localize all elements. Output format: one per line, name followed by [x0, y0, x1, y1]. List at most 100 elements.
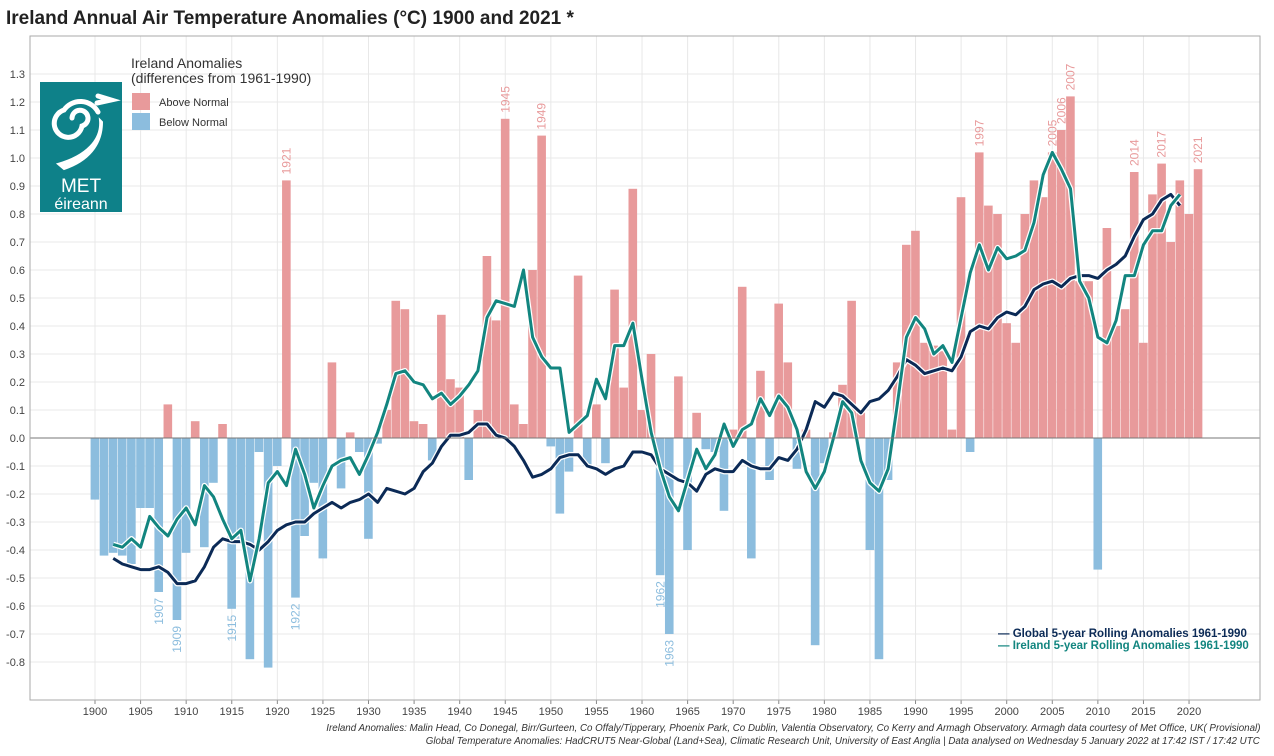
year-label-2007: 2007	[1064, 63, 1078, 90]
y-tick-label: -0.1	[6, 461, 25, 473]
footer-source-ireland: Ireland Anomalies: Malin Head, Co Donega…	[325, 722, 1260, 734]
bar-1991	[920, 342, 929, 438]
y-tick-label: 0.3	[10, 349, 25, 361]
y-tick-label: 0.8	[10, 209, 25, 221]
x-tick-label: 1930	[356, 706, 380, 718]
y-tick-label: 0.7	[10, 237, 25, 249]
bar-1935	[409, 421, 419, 438]
y-tick-label: 0.9	[10, 181, 25, 193]
bar-1947	[519, 424, 528, 438]
bar-1961	[646, 354, 656, 438]
x-tick-label: 1960	[630, 706, 654, 718]
bar-2001	[1011, 342, 1021, 438]
y-tick-label: 1.3	[10, 69, 25, 81]
bar-1968	[710, 438, 720, 452]
bar-1971	[737, 286, 747, 438]
bar-2002	[1020, 214, 1030, 438]
y-tick-label: 0.1	[10, 405, 25, 417]
lines	[111, 149, 1183, 587]
bar-1959	[628, 188, 638, 438]
bar-1963	[664, 438, 674, 634]
year-label-2005: 2005	[1045, 119, 1059, 146]
x-tick-label: 2005	[1040, 706, 1064, 718]
bar-1926	[327, 362, 337, 438]
y-tick-label: -0.4	[6, 545, 25, 557]
legend-swatch-below	[132, 113, 150, 130]
bar-1946	[509, 404, 519, 438]
bar-1980	[819, 438, 829, 464]
bar-1983	[847, 300, 856, 438]
bar-1908	[163, 404, 173, 438]
bar-2003	[1029, 180, 1039, 438]
bar-1922	[291, 438, 300, 598]
bar-1955	[592, 404, 601, 438]
bar-1906	[145, 438, 154, 508]
spiral-icon	[51, 93, 121, 171]
legend-title: Ireland Anomalies	[131, 55, 242, 71]
x-tick-label: 1925	[311, 706, 335, 718]
x-tick-label: 1990	[903, 706, 927, 718]
bar-2005	[1047, 152, 1057, 438]
legend-global: — Global 5-year Rolling Anomalies 1961-1…	[998, 628, 1247, 640]
bar-1938	[437, 314, 446, 438]
bar-1909	[172, 438, 182, 620]
bar-1949	[537, 135, 546, 438]
bar-1957	[610, 289, 619, 438]
bar-1967	[701, 438, 711, 450]
bar-1919	[263, 438, 273, 668]
bar-1923	[300, 438, 309, 536]
bar-2009	[1084, 281, 1093, 438]
logo-met: MET	[61, 176, 102, 197]
bar-1951	[555, 438, 565, 514]
x-tick-label: 1975	[767, 706, 791, 718]
y-tick-label: 0.5	[10, 293, 25, 305]
bar-1916	[236, 438, 246, 539]
x-tick-label: 1945	[493, 706, 517, 718]
year-label-1922: 1922	[289, 603, 303, 630]
bar-1900	[90, 438, 100, 500]
bar-1925	[318, 438, 328, 559]
legend-bottom-right: — Global 5-year Rolling Anomalies 1961-1…	[998, 628, 1249, 652]
legend-below: Below Normal	[159, 117, 227, 129]
logo-eireann: éireann	[54, 196, 107, 213]
bar-1993	[938, 351, 948, 438]
bar-1905	[136, 438, 145, 508]
bar-1964	[674, 376, 683, 438]
y-tick-label: 0.0	[10, 433, 25, 445]
year-annotations: 1907 1909 1915 1921 1922 1945 1949 1962 1963 1997…	[152, 63, 1205, 666]
bar-2015	[1139, 342, 1148, 438]
bar-1940	[455, 387, 464, 438]
bar-1994	[947, 429, 957, 438]
bar-1979	[810, 438, 820, 646]
bar-1941	[464, 438, 473, 480]
x-tick-label: 2020	[1177, 706, 1201, 718]
year-label-1921: 1921	[279, 147, 293, 174]
y-tick-label: 0.6	[10, 265, 25, 277]
bar-1911	[190, 421, 200, 438]
x-tick-label: 1980	[812, 706, 836, 718]
y-tick-label: -0.7	[6, 629, 25, 641]
bar-1969	[719, 438, 729, 511]
legend-swatch-above	[132, 93, 150, 110]
bar-1931	[373, 438, 382, 444]
bar-2019	[1175, 180, 1185, 438]
bar-1907	[154, 438, 164, 592]
bar-1965	[683, 438, 692, 550]
x-tick-label: 1995	[949, 706, 973, 718]
bar-2004	[1038, 197, 1048, 438]
x-tick-label: 1920	[265, 706, 289, 718]
bar-1975	[774, 303, 783, 438]
bar-1944	[491, 320, 501, 438]
x-tick-label: 1905	[128, 706, 152, 718]
bar-1985	[865, 438, 875, 550]
y-tick-label: -0.2	[6, 489, 25, 501]
bar-1990	[911, 230, 920, 438]
x-tick-label: 1940	[447, 706, 471, 718]
bar-1937	[427, 438, 437, 461]
year-label-1997: 1997	[972, 119, 986, 146]
bar-1999	[993, 214, 1002, 438]
year-label-1945: 1945	[498, 86, 512, 113]
bar-1903	[117, 438, 127, 556]
x-tick-label: 2000	[994, 706, 1018, 718]
